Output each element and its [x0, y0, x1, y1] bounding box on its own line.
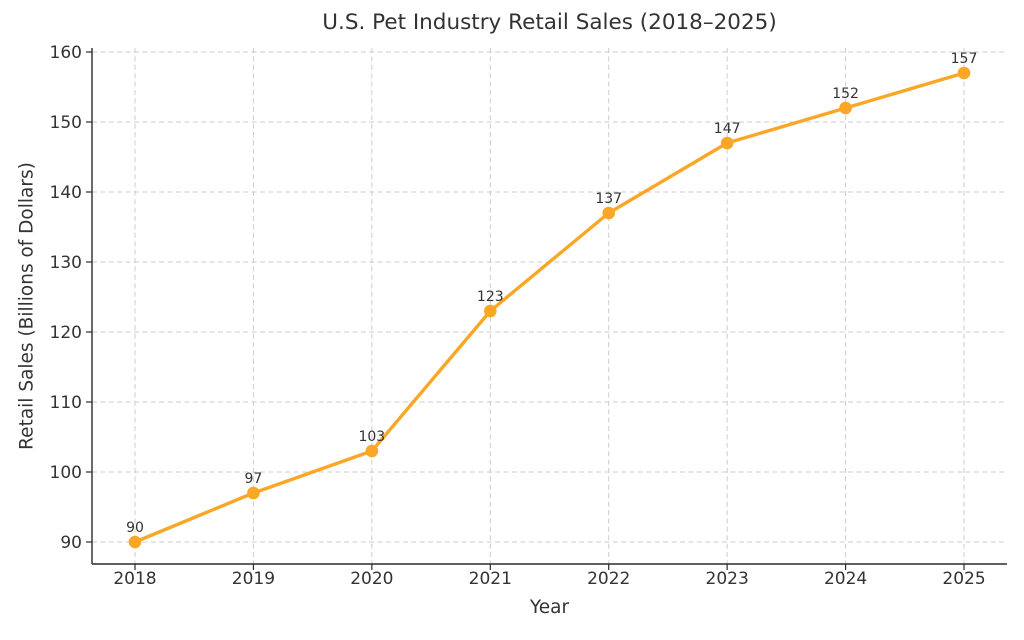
y-tick-label: 130	[50, 253, 82, 273]
data-point-marker	[365, 444, 379, 458]
data-point-label: 90	[126, 520, 144, 536]
data-point-label: 157	[951, 51, 978, 67]
y-tick-label: 120	[50, 323, 82, 343]
data-point-marker	[957, 66, 971, 80]
data-point-marker	[128, 535, 142, 549]
data-point-label: 137	[595, 191, 622, 207]
y-tick-label: 160	[50, 43, 82, 63]
tick-labels: 90 100 110 120 130 140 150 160 2018 2019 2020 2021 2…	[50, 43, 986, 589]
x-tick-label: 2024	[824, 569, 867, 589]
data-point-marker	[720, 136, 734, 150]
x-tick-label: 2020	[350, 569, 393, 589]
series-line	[133, 71, 966, 544]
chart-title: U.S. Pet Industry Retail Sales (2018–202…	[322, 10, 777, 35]
data-point-label: 147	[714, 121, 741, 137]
x-tick-label: 2021	[469, 569, 512, 589]
data-point-label: 152	[832, 86, 859, 102]
y-tick-label: 110	[50, 393, 82, 413]
x-axis-label: Year	[529, 597, 570, 618]
y-tick-label: 140	[50, 183, 82, 203]
data-point-marker	[247, 486, 260, 500]
data-point-label: 97	[245, 471, 263, 487]
x-tick-label: 2019	[232, 569, 275, 589]
data-point-label: 103	[358, 429, 385, 445]
y-tick-label: 90	[60, 533, 82, 553]
data-point-marker	[839, 101, 852, 115]
x-tick-label: 2018	[113, 569, 156, 589]
data-point-label: 123	[477, 289, 504, 305]
data-point-labels: 90 97 103 123 137 147 152 157	[126, 51, 977, 536]
data-point-marker	[483, 304, 497, 318]
gridlines	[92, 48, 1007, 564]
y-tick-label: 150	[50, 113, 82, 133]
y-tick-label: 100	[50, 463, 82, 483]
x-tick-label: 2025	[942, 569, 985, 589]
axes	[86, 48, 1007, 570]
data-point-marker	[602, 206, 616, 220]
data-series	[128, 66, 971, 549]
x-tick-label: 2023	[706, 569, 749, 589]
x-tick-label: 2022	[587, 569, 630, 589]
